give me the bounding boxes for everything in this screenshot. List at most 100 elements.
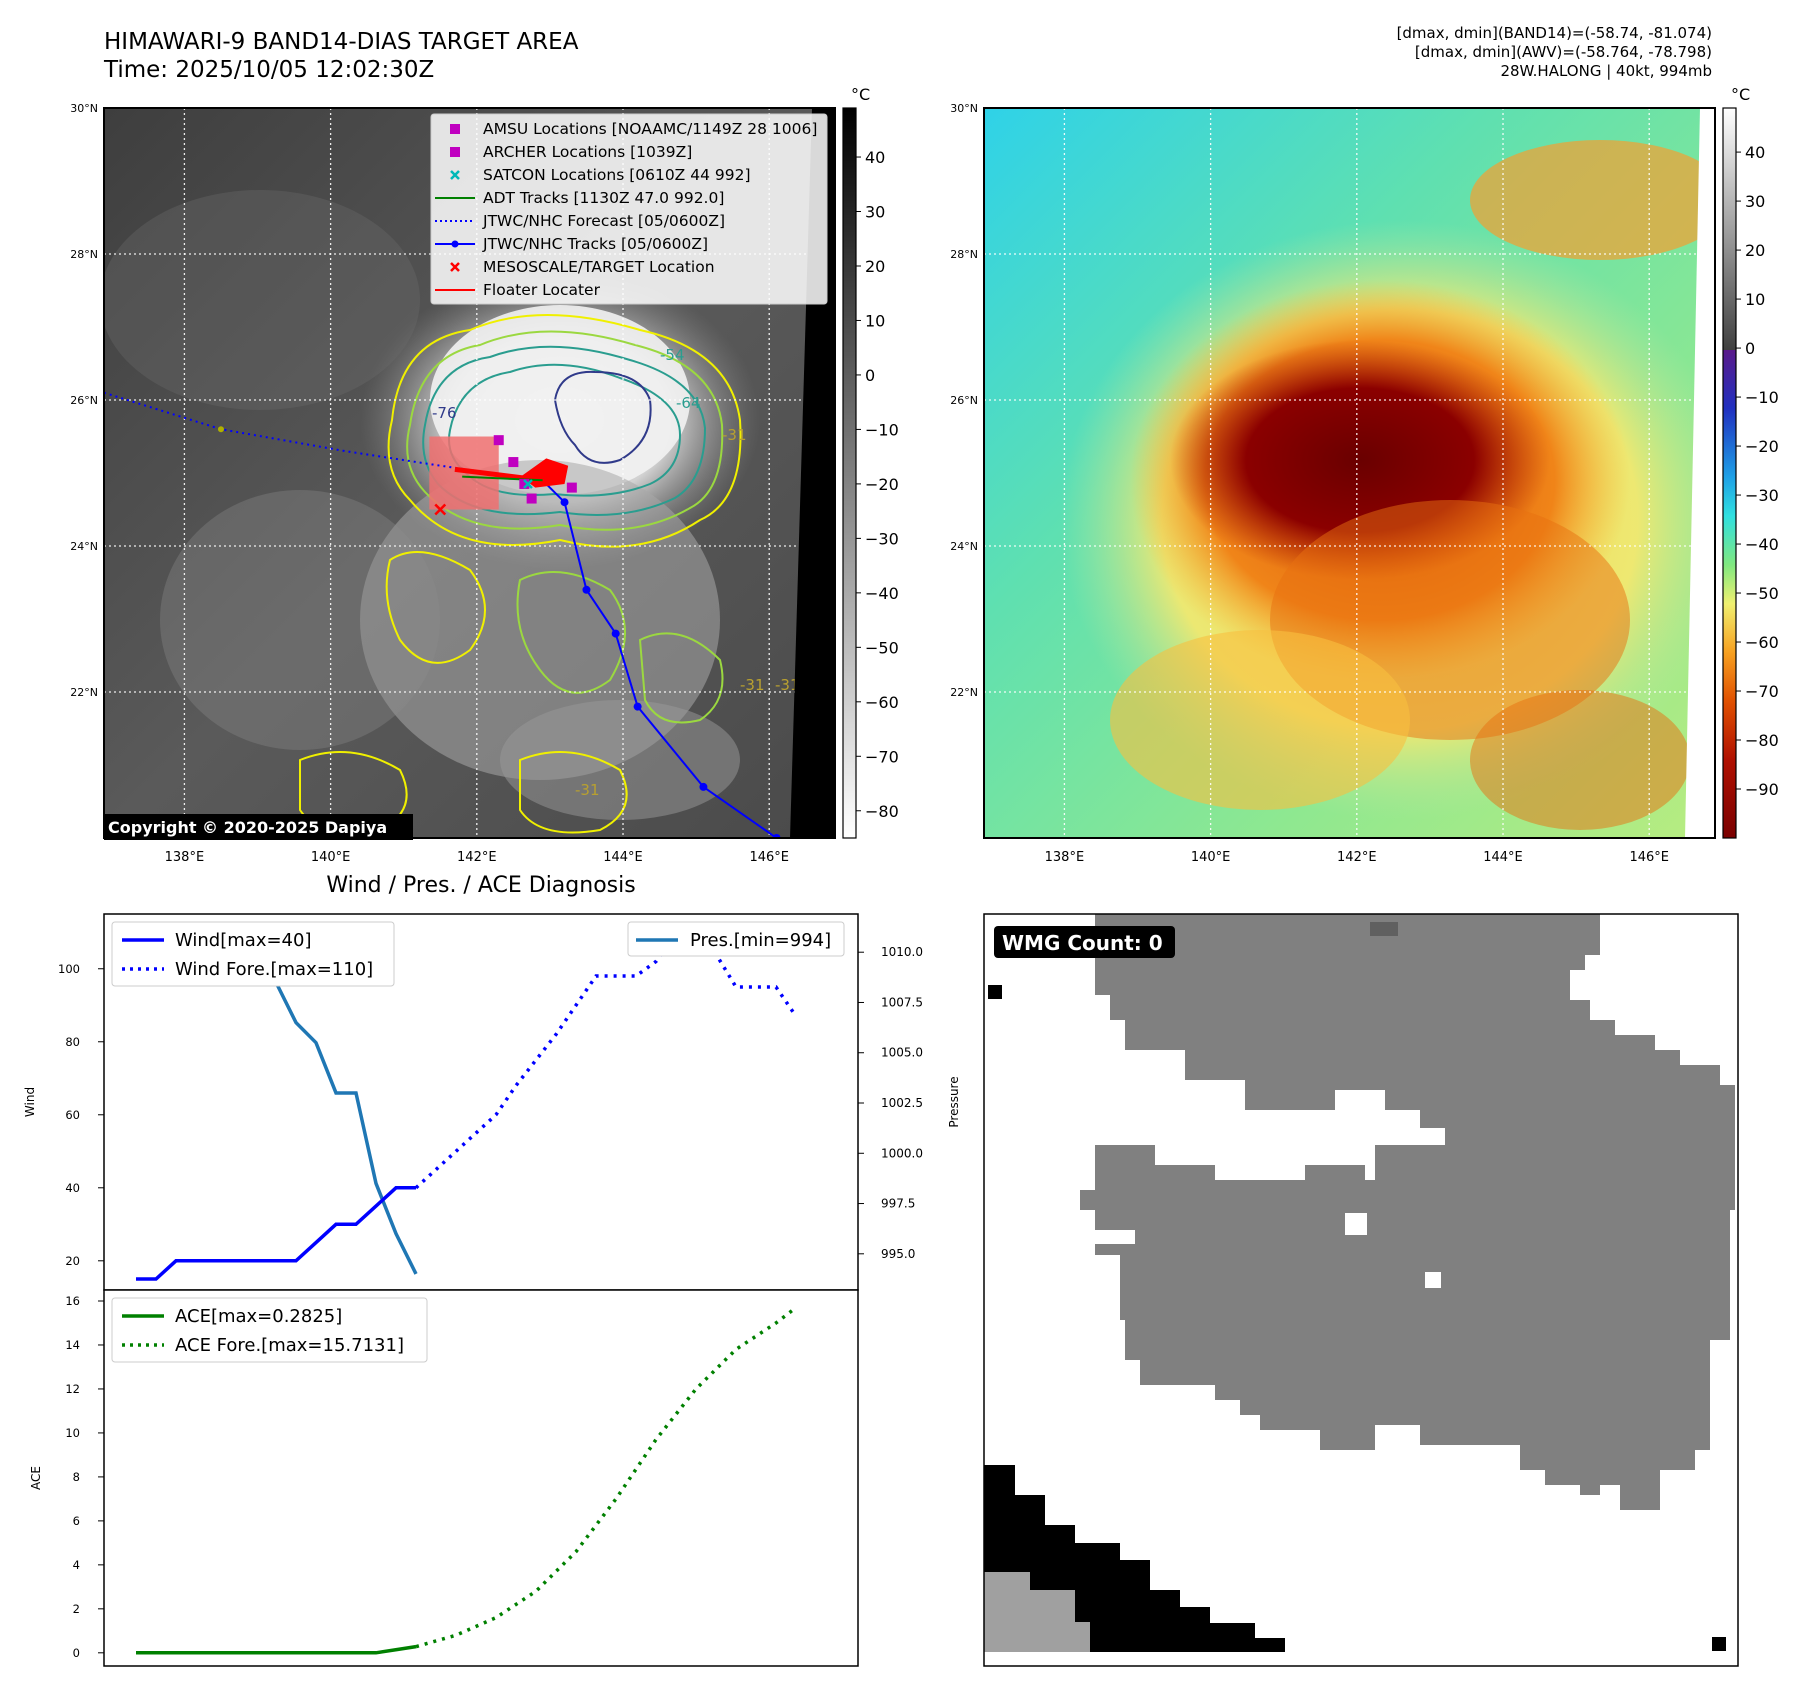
jtwc-track-point xyxy=(633,702,642,711)
pressure-tick-label: 1000.0 xyxy=(881,1146,923,1160)
jtwc-track-point xyxy=(582,585,591,594)
legend-ace-fore: ACE Fore.[max=15.7131] xyxy=(175,1335,404,1356)
lat-tick-label: 24°N xyxy=(950,540,978,553)
amsu-location-marker xyxy=(526,493,537,504)
ace-panel: 0 2 4 6 8 10 12 14 16 ACE ACE[max=0.2825] ACE Fo… xyxy=(29,1289,859,1667)
wind-tick-label: 60 xyxy=(65,1108,80,1122)
pressure-tick-label: 1002.5 xyxy=(881,1096,923,1110)
forecast-point xyxy=(217,426,224,433)
ir-lat-labels: 30°N 28°N 26°N 24°N 22°N xyxy=(70,102,98,699)
colorbar-tick-label: 10 xyxy=(1745,290,1765,309)
lat-tick-label: 26°N xyxy=(950,394,978,407)
ace-tick-label: 16 xyxy=(65,1294,80,1308)
pressure-tick-label: 1010.0 xyxy=(881,945,923,959)
lon-tick-label: 140°E xyxy=(311,850,351,865)
ace-axis-label: ACE xyxy=(29,1466,43,1490)
amsu-location-marker xyxy=(519,478,530,489)
legend-wind: Wind[max=40] xyxy=(175,930,312,951)
lon-tick-label: 142°E xyxy=(457,850,497,865)
mesoscale-target-marker xyxy=(434,503,447,516)
colorbar-tick-label: −40 xyxy=(1745,535,1779,554)
wmg-panel: WMG Count: 0 xyxy=(983,913,1739,1667)
colorbar-tick-label: −60 xyxy=(1745,633,1779,652)
colorbar-tick-label: −10 xyxy=(865,420,899,439)
pressure-tick-label: 1005.0 xyxy=(881,1046,923,1060)
amsu-location-marker xyxy=(493,435,504,446)
chart-time: Time: 2025/10/05 12:02:30Z xyxy=(104,57,435,83)
wind-pressure-panel: 20 40 60 80 100 995.0 997.5 1000.0 1002.5 1005.0… xyxy=(23,913,961,1291)
lon-tick-label: 140°E xyxy=(1191,850,1231,865)
awv-map-panel: 30°N 28°N 26°N 24°N 22°N 138°E 140°E 142°E 144°… xyxy=(950,102,1716,865)
legend-wind-fore: Wind Fore.[max=110] xyxy=(175,959,373,980)
jtwc-track-point xyxy=(699,782,708,791)
wind-tick-label: 20 xyxy=(65,1254,80,1268)
colorbar-tick-label: −50 xyxy=(865,638,899,657)
amsu-location-marker xyxy=(566,482,577,493)
contour-label: -31 xyxy=(740,676,765,694)
pressure-axis-label: Pressure xyxy=(947,1076,961,1127)
contour-label: -64 xyxy=(676,394,701,412)
legend-label: JTWC/NHC Tracks [05/0600Z] xyxy=(482,235,708,253)
stats-line-band14: [dmax, dmin](BAND14)=(-58.74, -81.074) xyxy=(1396,24,1712,42)
legend-label: ARCHER Locations [1039Z] xyxy=(483,143,692,161)
colorbar-tick-label: 20 xyxy=(1745,241,1765,260)
ir-track-overlay xyxy=(104,391,781,838)
colorbar-tick-label: 10 xyxy=(865,311,885,330)
lat-tick-label: 30°N xyxy=(70,102,98,115)
ir-colorbar-unit: °C xyxy=(851,85,870,104)
legend-marker xyxy=(450,147,460,157)
legend-marker xyxy=(450,170,460,180)
ir-colorbar: °C 40 30 20 10 0 −10 −20 −30 −40 −50 −60 −70 −80 xyxy=(842,85,899,839)
ace-tick-label: 12 xyxy=(65,1382,80,1396)
lon-tick-label: 142°E xyxy=(1337,850,1377,865)
lon-tick-label: 138°E xyxy=(165,850,205,865)
colorbar-tick-label: 40 xyxy=(865,148,885,167)
legend-marker xyxy=(451,240,459,248)
ir-map-panel: -54 -76 -64 -31 -31 -31 -31 Copyright © … xyxy=(70,102,836,865)
diag-title: Wind / Pres. / ACE Diagnosis xyxy=(326,873,635,898)
wmg-count-label: WMG Count: 0 xyxy=(1002,931,1163,955)
satcon-location-marker xyxy=(523,479,533,489)
contour-label: -54 xyxy=(660,346,685,364)
awv-lon-labels: 138°E 140°E 142°E 144°E 146°E xyxy=(1045,850,1669,865)
jtwc-track-point xyxy=(560,498,569,507)
ace-tick-label: 6 xyxy=(73,1514,80,1528)
stats-line-awv: [dmax, dmin](AWV)=(-58.764, -78.798) xyxy=(1414,43,1712,61)
contour-label: -76 xyxy=(432,404,457,422)
lat-tick-label: 22°N xyxy=(950,686,978,699)
awv-colorbar-unit: °C xyxy=(1731,85,1750,104)
colorbar-tick-label: 40 xyxy=(1745,143,1765,162)
wmg-gray-region xyxy=(1080,914,1735,1510)
ir-legend: AMSU Locations [NOAAMC/1149Z 28 1006] ARC… xyxy=(430,113,828,305)
lat-tick-label: 22°N xyxy=(70,686,98,699)
lon-tick-label: 146°E xyxy=(1629,850,1669,865)
legend-label: MESOSCALE/TARGET Location xyxy=(483,258,715,276)
ace-tick-label: 8 xyxy=(73,1470,80,1484)
pressure-tick-label: 997.5 xyxy=(881,1197,915,1211)
awv-lat-labels: 30°N 28°N 26°N 24°N 22°N xyxy=(950,102,978,699)
contour-label: -31 xyxy=(775,676,800,694)
colorbar-tick-label: 30 xyxy=(865,203,885,222)
wind-forecast-series-line xyxy=(414,930,798,1190)
legend-label: AMSU Locations [NOAAMC/1149Z 28 1006] xyxy=(483,120,817,138)
wind-tick-label: 40 xyxy=(65,1181,80,1195)
lon-tick-label: 138°E xyxy=(1045,850,1085,865)
chart-title: HIMAWARI-9 BAND14-DIAS TARGET AREA xyxy=(104,29,579,55)
ace-tick-label: 14 xyxy=(65,1338,80,1352)
pressure-tick-label: 1007.5 xyxy=(881,995,923,1009)
legend-pres: Pres.[min=994] xyxy=(690,930,831,951)
legend-marker xyxy=(450,262,460,272)
colorbar-tick-label: −20 xyxy=(1745,437,1779,456)
wind-series-line xyxy=(136,1186,416,1281)
legend-marker xyxy=(450,124,460,134)
colorbar-tick-label: −40 xyxy=(865,584,899,603)
contour-label: -31 xyxy=(722,426,747,444)
amsu-location-marker xyxy=(508,457,519,468)
wind-tick-label: 100 xyxy=(58,962,80,976)
legend-label: SATCON Locations [0610Z 44 992] xyxy=(483,166,751,184)
copyright-label: Copyright © 2020-2025 Dapiya xyxy=(108,818,387,837)
stats-header: [dmax, dmin](BAND14)=(-58.74, -81.074) [… xyxy=(1397,24,1712,81)
lat-tick-label: 28°N xyxy=(70,248,98,261)
lat-tick-label: 30°N xyxy=(950,102,978,115)
colorbar-tick-label: −10 xyxy=(1745,388,1779,407)
